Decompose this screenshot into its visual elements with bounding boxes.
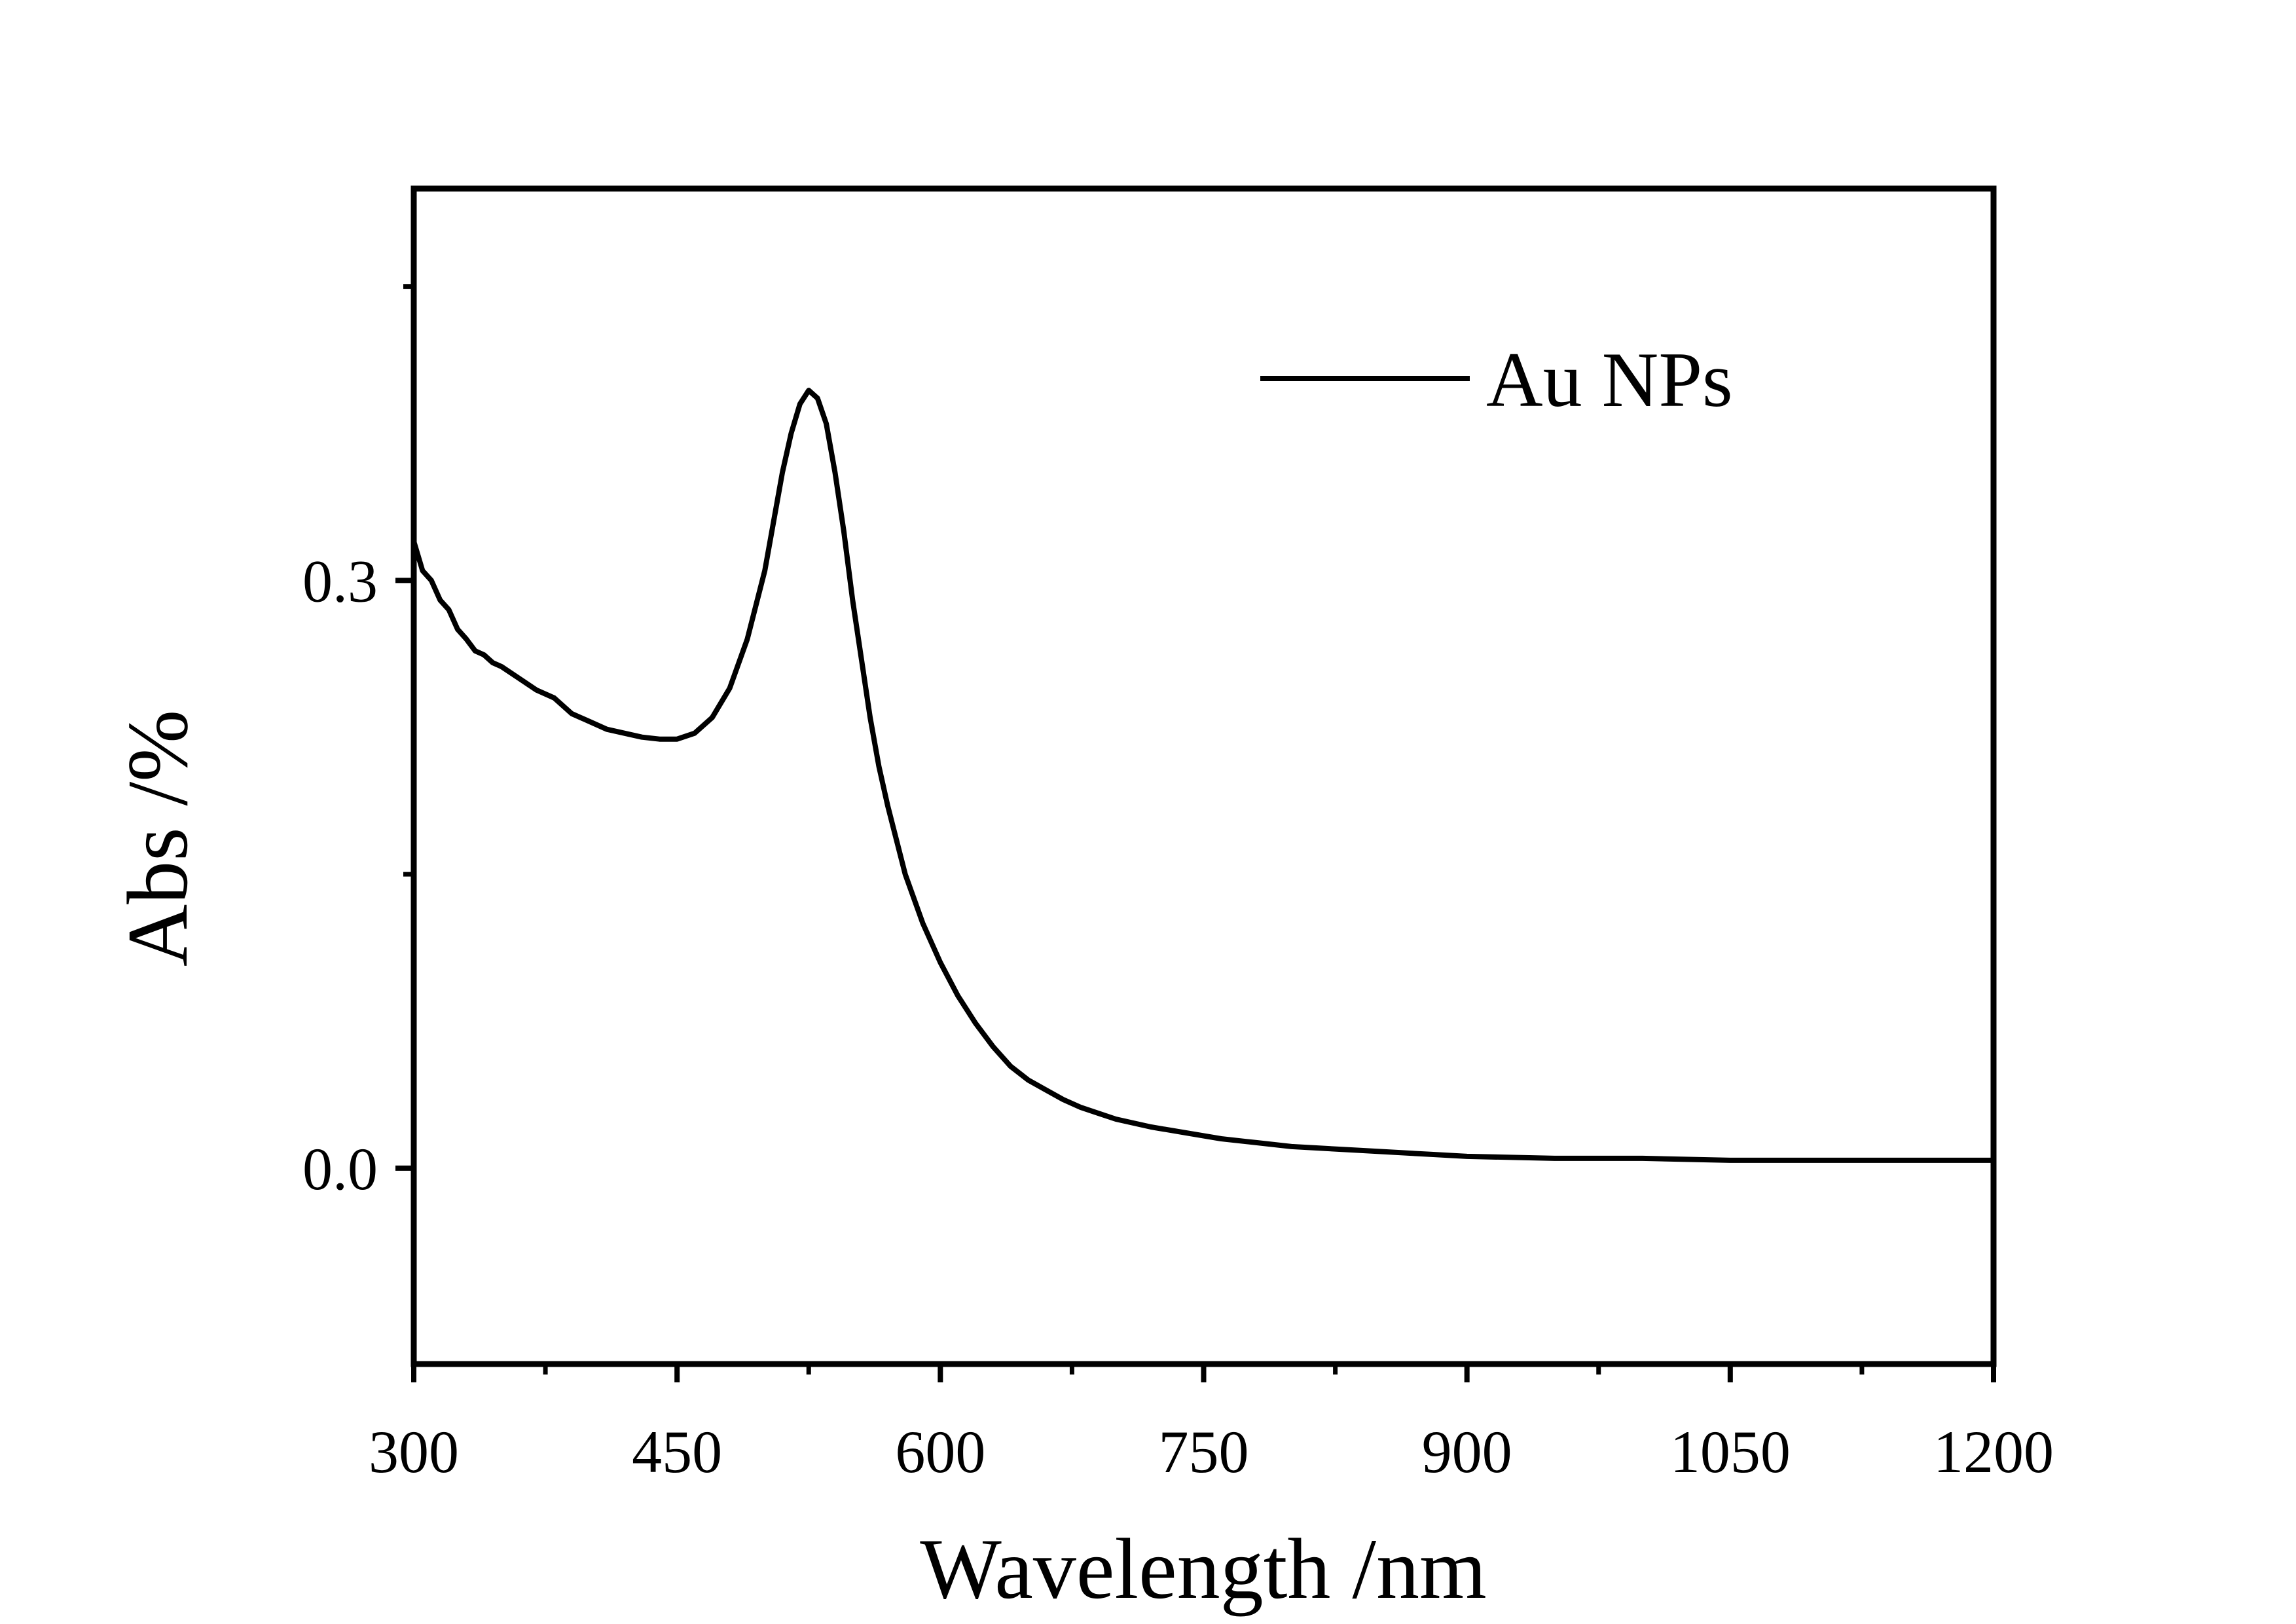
x-tick-label: 750 <box>1159 1418 1249 1485</box>
x-tick-label: 1200 <box>1933 1418 2054 1485</box>
x-tick-label: 600 <box>895 1418 985 1485</box>
y-axis-title: Abs /% <box>109 710 206 967</box>
x-tick-label: 450 <box>632 1418 722 1485</box>
legend-label-au-nps: Au NPs <box>1486 336 1733 423</box>
x-tick-label: 300 <box>369 1418 459 1485</box>
plot-frame <box>410 185 1997 1367</box>
legend: Au NPs <box>1260 336 1733 423</box>
y-tick-label: 0.3 <box>302 547 378 614</box>
x-tick-label: 900 <box>1422 1418 1512 1485</box>
y-axis-ticks: 0.0 0.3 <box>302 284 414 1202</box>
x-axis-title: Wavelength /nm <box>920 1521 1486 1617</box>
x-tick-label: 1050 <box>1670 1418 1791 1485</box>
x-axis-ticks: 300 450 600 750 900 1050 1200 <box>369 1363 2054 1485</box>
au-nps-series-line <box>411 388 1996 1163</box>
y-tick-label: 0.0 <box>302 1135 378 1202</box>
